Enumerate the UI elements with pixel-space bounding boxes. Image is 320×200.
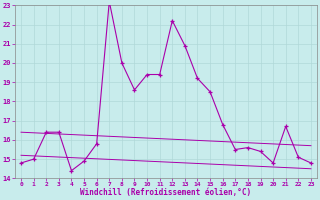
X-axis label: Windchill (Refroidissement éolien,°C): Windchill (Refroidissement éolien,°C) xyxy=(80,188,252,197)
